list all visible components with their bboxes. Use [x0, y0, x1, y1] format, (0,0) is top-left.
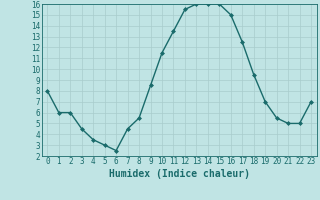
X-axis label: Humidex (Indice chaleur): Humidex (Indice chaleur): [109, 169, 250, 179]
